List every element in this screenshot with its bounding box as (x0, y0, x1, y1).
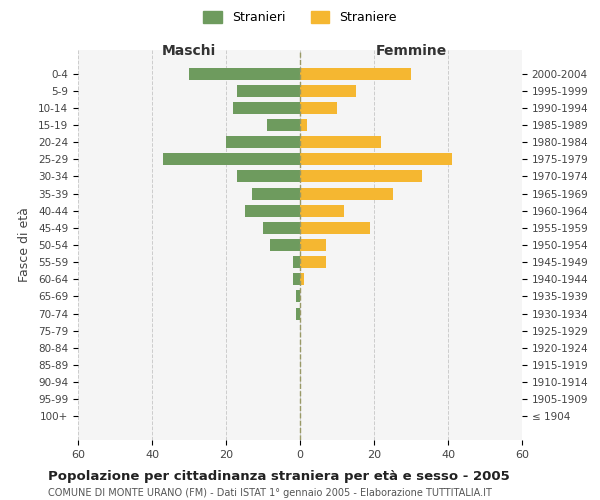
Bar (300, 154, 452, 166)
Bar (293, 256, 300, 268)
Bar (300, 274, 304, 285)
Bar (293, 274, 300, 285)
Bar (271, 239, 300, 251)
Bar (266, 119, 300, 131)
Y-axis label: Anni di nascita: Anni di nascita (596, 198, 600, 291)
Bar (300, 170, 422, 182)
Legend: Stranieri, Straniere: Stranieri, Straniere (198, 6, 402, 29)
Bar (300, 119, 307, 131)
Bar (300, 222, 370, 234)
Bar (226, 136, 300, 148)
Bar (300, 85, 355, 97)
Text: Maschi: Maschi (162, 44, 216, 59)
Bar (300, 136, 382, 148)
Bar (300, 239, 326, 251)
Bar (300, 102, 337, 114)
Bar (237, 170, 300, 182)
Text: Popolazione per cittadinanza straniera per età e sesso - 2005: Popolazione per cittadinanza straniera p… (48, 470, 510, 483)
Bar (300, 204, 344, 216)
Bar (300, 188, 392, 200)
Bar (237, 85, 300, 97)
Bar (300, 256, 326, 268)
Y-axis label: Fasce di età: Fasce di età (18, 208, 31, 282)
Bar (296, 290, 300, 302)
Text: COMUNE DI MONTE URANO (FM) - Dati ISTAT 1° gennaio 2005 - Elaborazione TUTTITALI: COMUNE DI MONTE URANO (FM) - Dati ISTAT … (48, 488, 492, 498)
Bar (163, 154, 300, 166)
Bar (252, 188, 300, 200)
Bar (300, 68, 411, 80)
Bar (189, 68, 300, 80)
Bar (263, 222, 300, 234)
Bar (296, 308, 300, 320)
Bar (245, 204, 300, 216)
Text: Femmine: Femmine (376, 44, 446, 59)
Bar (233, 102, 300, 114)
